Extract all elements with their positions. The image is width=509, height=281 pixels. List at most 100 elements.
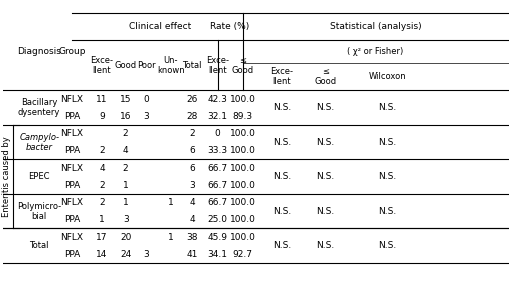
Text: N.S.: N.S. xyxy=(377,172,395,181)
Text: Rate (%): Rate (%) xyxy=(210,22,249,31)
Text: 100.0: 100.0 xyxy=(229,215,255,224)
Text: Wilcoxon: Wilcoxon xyxy=(367,72,405,81)
Text: N.S.: N.S. xyxy=(377,138,395,147)
Text: 100.0: 100.0 xyxy=(229,164,255,173)
Text: 25.0: 25.0 xyxy=(207,215,228,224)
Text: 66.7: 66.7 xyxy=(207,198,228,207)
Text: 89.3: 89.3 xyxy=(232,112,252,121)
Text: 16: 16 xyxy=(120,112,131,121)
Text: 1: 1 xyxy=(167,233,173,242)
Text: 6: 6 xyxy=(189,164,194,173)
Text: 4: 4 xyxy=(189,198,194,207)
Text: ≤
Good: ≤ Good xyxy=(231,56,253,75)
Text: 2: 2 xyxy=(99,146,104,155)
Text: NFLX: NFLX xyxy=(61,198,83,207)
Text: 15: 15 xyxy=(120,94,131,103)
Text: 2: 2 xyxy=(99,181,104,190)
Text: 1: 1 xyxy=(123,181,128,190)
Text: PPA: PPA xyxy=(64,250,80,259)
Text: N.S.: N.S. xyxy=(272,172,291,181)
Text: N.S.: N.S. xyxy=(272,103,291,112)
Text: 4: 4 xyxy=(189,215,194,224)
Text: NFLX: NFLX xyxy=(61,94,83,103)
Text: 100.0: 100.0 xyxy=(229,198,255,207)
Text: Bacillary
dysentery: Bacillary dysentery xyxy=(18,98,60,117)
Text: Un-
known: Un- known xyxy=(157,56,184,75)
Text: 41: 41 xyxy=(186,250,197,259)
Text: 2: 2 xyxy=(189,129,194,138)
Text: Group: Group xyxy=(58,47,86,56)
Text: N.S.: N.S. xyxy=(272,241,291,250)
Text: Exce-
llent: Exce- llent xyxy=(90,56,113,75)
Text: Total: Total xyxy=(182,61,201,70)
Text: 45.9: 45.9 xyxy=(207,233,228,242)
Text: 33.3: 33.3 xyxy=(207,146,228,155)
Text: 66.7: 66.7 xyxy=(207,181,228,190)
Text: Statistical (analysis): Statistical (analysis) xyxy=(329,22,420,31)
Text: N.S.: N.S. xyxy=(377,103,395,112)
Text: 66.7: 66.7 xyxy=(207,164,228,173)
Text: Clinical effect: Clinical effect xyxy=(128,22,190,31)
Text: N.S.: N.S. xyxy=(272,138,291,147)
Text: Exce-
llent: Exce- llent xyxy=(270,67,293,86)
Text: 24: 24 xyxy=(120,250,131,259)
Text: N.S.: N.S. xyxy=(316,241,334,250)
Text: N.S.: N.S. xyxy=(377,207,395,216)
Text: Diagnosis: Diagnosis xyxy=(17,47,61,56)
Text: N.S.: N.S. xyxy=(316,103,334,112)
Text: 100.0: 100.0 xyxy=(229,181,255,190)
Text: 4: 4 xyxy=(99,164,104,173)
Text: 9: 9 xyxy=(99,112,104,121)
Text: N.S.: N.S. xyxy=(272,207,291,216)
Text: Good: Good xyxy=(115,61,136,70)
Text: 3: 3 xyxy=(123,215,128,224)
Text: 100.0: 100.0 xyxy=(229,146,255,155)
Text: 2: 2 xyxy=(99,198,104,207)
Text: 100.0: 100.0 xyxy=(229,233,255,242)
Text: EPEC: EPEC xyxy=(29,172,50,181)
Text: 1: 1 xyxy=(167,198,173,207)
Text: Exce-
llent: Exce- llent xyxy=(206,56,229,75)
Text: Poor: Poor xyxy=(137,61,155,70)
Text: 3: 3 xyxy=(143,250,149,259)
Text: 92.7: 92.7 xyxy=(232,250,252,259)
Text: 34.1: 34.1 xyxy=(207,250,228,259)
Text: PPA: PPA xyxy=(64,215,80,224)
Text: 28: 28 xyxy=(186,112,197,121)
Text: 1: 1 xyxy=(99,215,104,224)
Text: 14: 14 xyxy=(96,250,107,259)
Text: 42.3: 42.3 xyxy=(207,94,227,103)
Text: Total: Total xyxy=(30,241,49,250)
Text: 2: 2 xyxy=(123,164,128,173)
Text: 17: 17 xyxy=(96,233,107,242)
Text: Campylo-
bacter: Campylo- bacter xyxy=(19,133,59,151)
Text: 11: 11 xyxy=(96,94,107,103)
Text: 32.1: 32.1 xyxy=(207,112,228,121)
Text: 100.0: 100.0 xyxy=(229,94,255,103)
Text: NFLX: NFLX xyxy=(61,129,83,138)
Text: 2: 2 xyxy=(123,129,128,138)
Text: 100.0: 100.0 xyxy=(229,129,255,138)
Text: ( χ² or Fisher): ( χ² or Fisher) xyxy=(347,47,403,56)
Text: N.S.: N.S. xyxy=(316,172,334,181)
Text: 3: 3 xyxy=(143,112,149,121)
Text: Polymicro-
bial: Polymicro- bial xyxy=(17,202,61,221)
Text: NFLX: NFLX xyxy=(61,233,83,242)
Text: N.S.: N.S. xyxy=(316,138,334,147)
Text: 1: 1 xyxy=(123,198,128,207)
Text: PPA: PPA xyxy=(64,112,80,121)
Text: Enteritis caused by: Enteritis caused by xyxy=(2,136,11,217)
Text: 3: 3 xyxy=(189,181,194,190)
Text: NFLX: NFLX xyxy=(61,164,83,173)
Text: 4: 4 xyxy=(123,146,128,155)
Text: 0: 0 xyxy=(143,94,149,103)
Text: ≤
Good: ≤ Good xyxy=(314,67,336,86)
Text: 0: 0 xyxy=(214,129,220,138)
Text: PPA: PPA xyxy=(64,181,80,190)
Text: PPA: PPA xyxy=(64,146,80,155)
Text: 38: 38 xyxy=(186,233,197,242)
Text: N.S.: N.S. xyxy=(377,241,395,250)
Text: 26: 26 xyxy=(186,94,197,103)
Text: 6: 6 xyxy=(189,146,194,155)
Text: 20: 20 xyxy=(120,233,131,242)
